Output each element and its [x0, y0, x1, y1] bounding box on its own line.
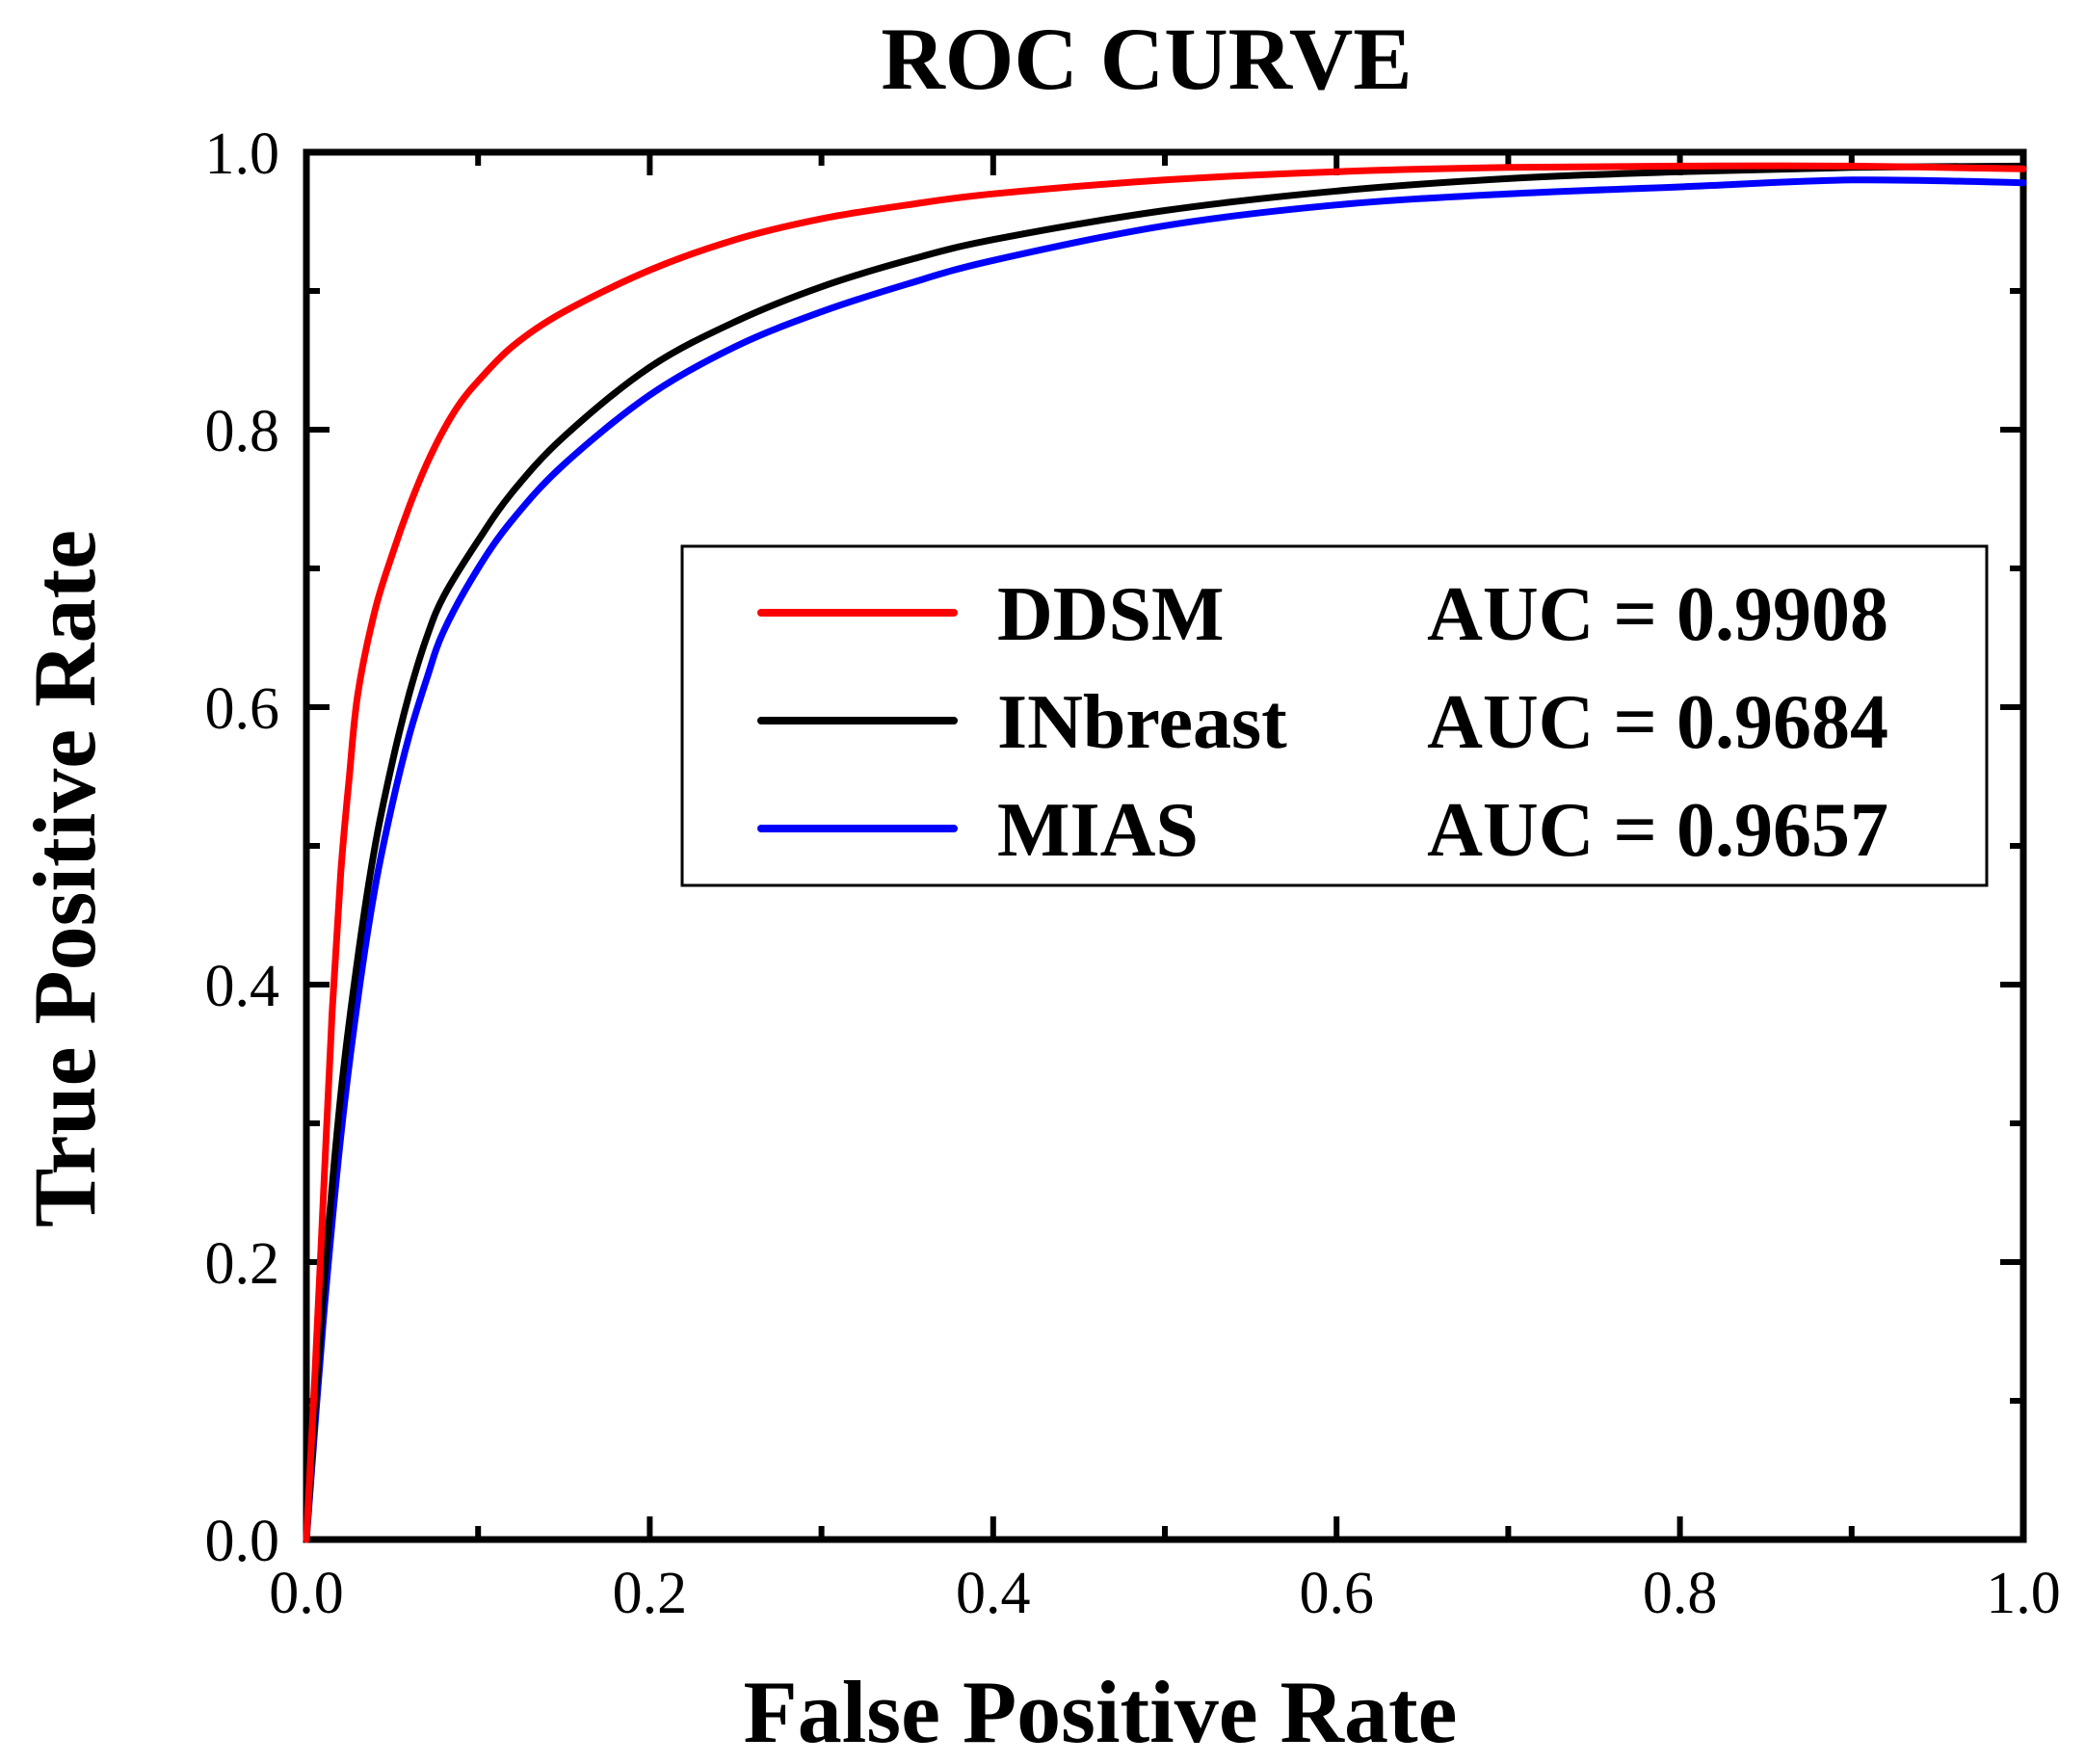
legend-auc-ddsm: AUC = 0.9908: [1427, 572, 1888, 657]
x-tick-label: 0.6: [1299, 1561, 1374, 1626]
y-axis-tick-labels: 0.0 0.2 0.4 0.6 0.8 1.0: [205, 121, 280, 1574]
chart-title: ROC CURVE: [881, 10, 1412, 108]
legend-label-inbreast: INbreast: [997, 680, 1287, 765]
y-tick-label: 1.0: [205, 121, 280, 187]
series-line-ddsm: [303, 162, 2027, 1543]
legend-label-mias: MIAS: [997, 788, 1199, 873]
plot-area: [303, 148, 2027, 1543]
series-line-mias: [303, 176, 2027, 1543]
y-tick-label: 0.4: [205, 954, 280, 1019]
legend-auc-inbreast: AUC = 0.9684: [1427, 680, 1888, 765]
y-axis-label: True Positive Rate: [15, 530, 114, 1227]
x-tick-label: 0.2: [613, 1561, 688, 1626]
y-tick-label: 0.0: [205, 1509, 280, 1574]
legend-auc-mias: AUC = 0.9657: [1427, 788, 1888, 873]
x-tick-label: 0.8: [1643, 1561, 1718, 1626]
x-tick-label: 1.0: [1986, 1561, 2061, 1626]
legend-label-ddsm: DDSM: [997, 572, 1225, 657]
y-tick-label: 0.2: [205, 1231, 280, 1297]
legend-entries: DDSM AUC = 0.9908 INbreast AUC = 0.9684 MIAS…: [757, 572, 1888, 873]
legend: DDSM AUC = 0.9908 INbreast AUC = 0.9684 MIAS…: [680, 544, 1989, 887]
series-lines: [303, 162, 2027, 1543]
x-axis-tick-labels: 0.0 0.2 0.4 0.6 0.8 1.0: [269, 1561, 2061, 1626]
x-axis-label: False Positive Rate: [744, 1663, 1458, 1761]
x-tick-label: 0.0: [269, 1561, 344, 1626]
y-tick-label: 0.8: [205, 399, 280, 464]
y-tick-label: 0.6: [205, 676, 280, 742]
x-tick-label: 0.4: [956, 1561, 1031, 1626]
series-line-inbreast: [303, 162, 2027, 1543]
